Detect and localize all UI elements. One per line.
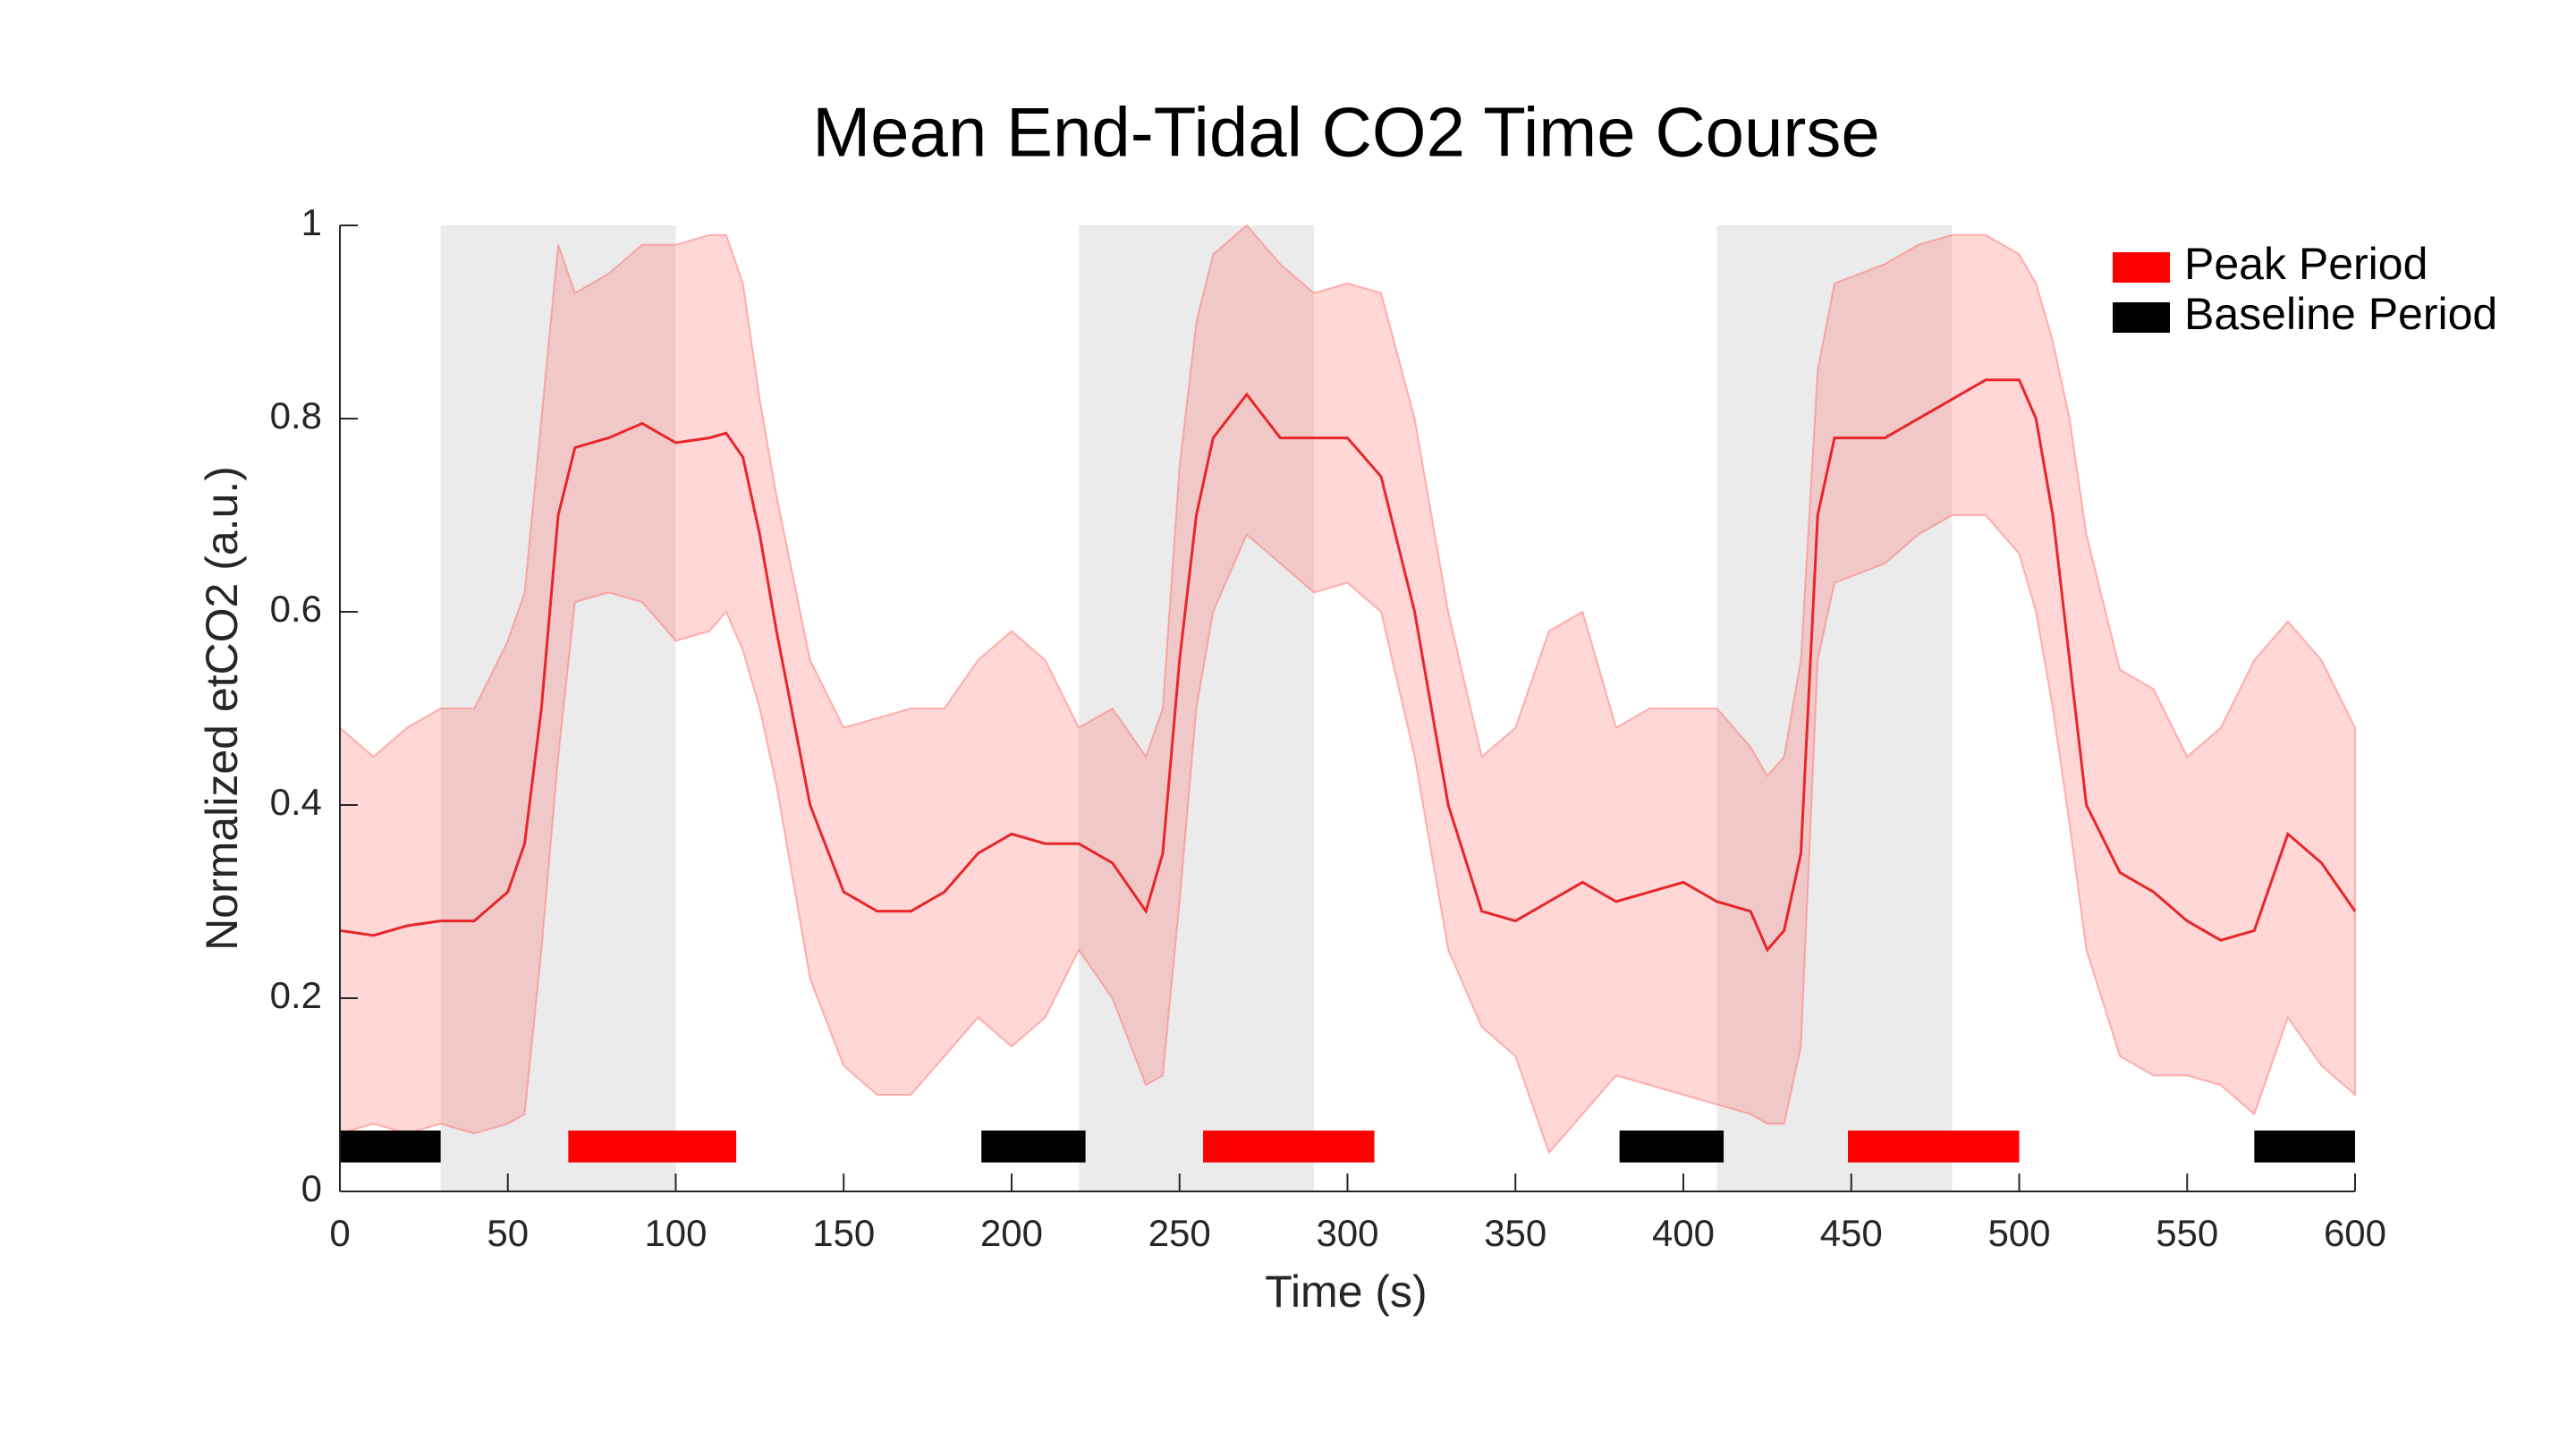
legend-swatch: [2113, 302, 2170, 333]
period-bar: [1203, 1130, 1375, 1163]
period-bar: [2254, 1130, 2355, 1163]
legend-label: Peak Period: [2184, 239, 2428, 289]
stimulus-shade: [440, 225, 676, 1191]
x-tick-label: 250: [1148, 1212, 1211, 1254]
period-bar: [1619, 1130, 1724, 1163]
x-tick-label: 350: [1484, 1212, 1546, 1254]
x-tick-label: 100: [644, 1212, 707, 1254]
x-tick-label: 50: [487, 1212, 529, 1254]
y-axis-label: Normalized etCO2 (a.u.): [197, 466, 247, 951]
y-tick-label: 0: [301, 1167, 322, 1209]
x-tick-label: 600: [2324, 1212, 2386, 1254]
mean-line: [339, 378, 2357, 953]
x-tick-label: 200: [980, 1212, 1043, 1254]
x-tick-label: 450: [1820, 1212, 1883, 1254]
y-tick-label: 0.8: [270, 394, 322, 436]
stimulus-shade: [1716, 225, 1953, 1191]
y-tick-label: 0.4: [270, 781, 322, 823]
x-tick-label: 500: [1987, 1212, 2050, 1254]
x-axis-label: Time (s): [1265, 1267, 1427, 1317]
x-tick-label: 0: [329, 1212, 350, 1254]
chart-title: Mean End-Tidal CO2 Time Course: [812, 93, 1880, 172]
period-bar: [340, 1130, 441, 1163]
x-tick-label: 300: [1316, 1212, 1378, 1254]
x-tick-label: 550: [2156, 1212, 2218, 1254]
legend-label: Baseline Period: [2184, 289, 2497, 339]
period-bar: [981, 1130, 1086, 1163]
legend-swatch: [2113, 252, 2170, 283]
period-bar: [1847, 1130, 2020, 1163]
y-tick-label: 0.2: [270, 974, 322, 1016]
y-tick-label: 0.6: [270, 588, 322, 630]
y-tick-label: 1: [301, 201, 322, 243]
x-tick-label: 400: [1652, 1212, 1715, 1254]
x-tick-label: 150: [812, 1212, 875, 1254]
confidence-band: [339, 224, 2356, 1155]
period-bar: [568, 1130, 737, 1163]
